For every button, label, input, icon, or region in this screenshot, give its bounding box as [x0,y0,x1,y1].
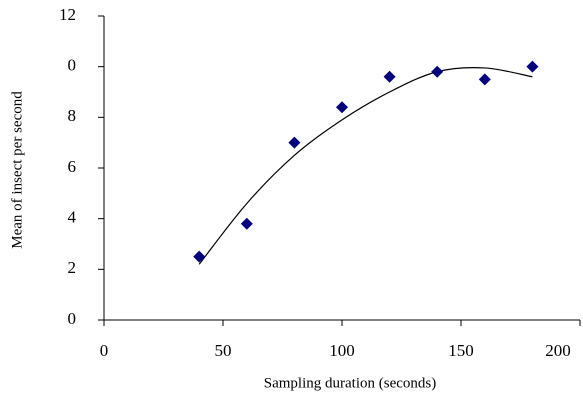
y-tick-label: 6 [68,157,77,176]
point [240,217,253,230]
y-tick-label: 4 [68,208,77,227]
point [193,250,206,263]
y-tick-label: 2 [68,258,77,277]
point [526,60,539,73]
point [288,136,301,149]
y-tick-label: 0 [68,56,77,75]
point [478,73,491,86]
y-tick-label: 0 [68,309,77,328]
x-tick-label: 50 [215,341,232,360]
x-tick-label: 200 [545,341,571,360]
point [431,65,444,78]
x-tick-label: 150 [448,341,474,360]
point [383,70,396,83]
y-tick-label: 12 [59,5,76,24]
x-axis-label: Sampling duration (seconds) [264,375,436,391]
x-tick-label: 100 [329,341,355,360]
trend-line [198,67,533,265]
point [336,101,348,114]
x-tick-label: 0 [100,341,109,360]
y-tick-label: 8 [68,106,77,125]
y-axis-label: Mean of insect per second [9,91,25,249]
